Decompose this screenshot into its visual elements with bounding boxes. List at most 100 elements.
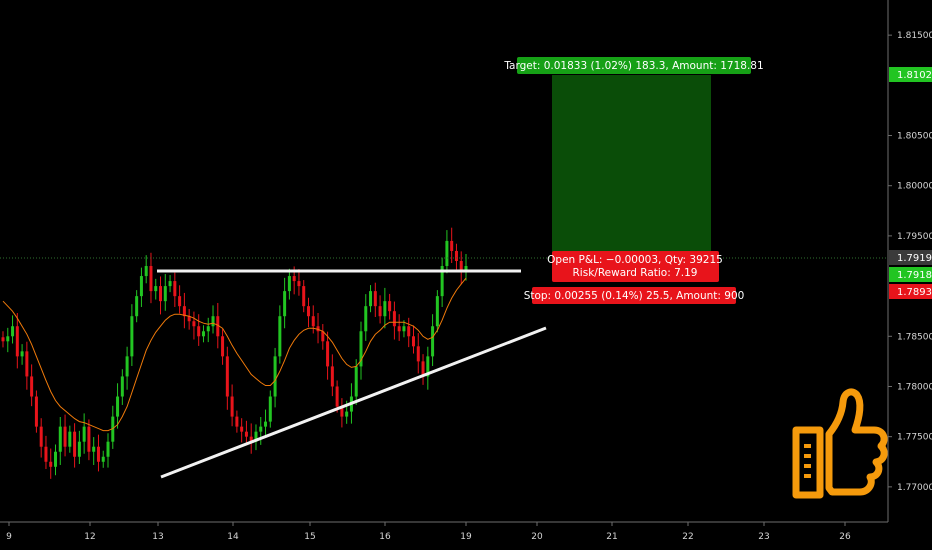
candle-body: [225, 356, 229, 397]
candle-body: [464, 266, 468, 272]
candle-body: [292, 276, 296, 282]
candle-body: [201, 331, 205, 337]
candle-body: [264, 421, 268, 427]
candle-body: [187, 316, 191, 322]
candle-body: [345, 411, 349, 417]
candle-body: [159, 286, 163, 302]
date-tick-label: 23: [758, 532, 769, 542]
risk-reward-text: Risk/Reward Ratio: 7.19: [573, 267, 698, 279]
candle-body: [63, 426, 67, 447]
candle-body: [125, 356, 129, 377]
candle-body: [211, 316, 215, 327]
candle-body: [130, 316, 134, 357]
candle-body: [144, 266, 148, 277]
candle-body: [278, 316, 282, 357]
date-tick-label: 20: [531, 532, 543, 542]
candle-body: [340, 406, 344, 417]
candle-body: [168, 281, 172, 287]
candle-body: [426, 356, 430, 377]
candle-body: [116, 396, 120, 417]
target-zone: [552, 75, 711, 258]
candle-body: [287, 276, 291, 292]
candle-body: [416, 346, 420, 362]
candle-body: [87, 426, 91, 452]
candle-body: [383, 301, 387, 317]
candle-body: [192, 321, 196, 327]
candle-body: [445, 240, 449, 267]
candle-body: [25, 351, 29, 377]
candle-body: [354, 366, 358, 397]
date-tick-label: 21: [606, 532, 617, 542]
candle-body: [244, 431, 248, 437]
candle-body: [206, 326, 210, 332]
date-tick-label: 9: [6, 532, 12, 542]
candle-body: [34, 396, 38, 427]
date-tick-label: 13: [152, 532, 163, 542]
price-tick-label: 1.80500: [897, 132, 932, 142]
price-marker-stop: 1.78937: [889, 284, 932, 299]
candle-body: [249, 436, 253, 442]
price-tick-label: 1.78500: [897, 332, 932, 342]
candle-body: [120, 376, 124, 397]
price-marker-last: 1.79192: [889, 250, 932, 265]
candle-body: [435, 296, 439, 327]
date-tick-label: 22: [682, 532, 693, 542]
target-label[interactable]: Target: 0.01833 (1.02%) 183.3, Amount: 1…: [503, 57, 764, 74]
candle-body: [6, 336, 10, 342]
pnl-text: Open P&L: −0.00003, Qty: 39215: [547, 254, 723, 266]
candle-body: [92, 446, 96, 452]
candle-body: [316, 326, 320, 332]
price-marker-stop-text: 1.78937: [897, 287, 932, 298]
candle-body: [450, 240, 454, 251]
candle-body: [297, 281, 301, 287]
candle-body: [154, 286, 158, 292]
candle-body: [197, 326, 201, 337]
candle-body: [321, 331, 325, 342]
stop-label[interactable]: Stop: 0.00255 (0.14%) 25.5, Amount: 900: [524, 287, 745, 304]
price-marker-target-text: 1.81025: [897, 70, 932, 81]
date-tick-label: 14: [227, 532, 239, 542]
candle-body: [178, 296, 182, 307]
candle-body: [397, 326, 401, 332]
candle-body: [216, 316, 220, 337]
price-tick-label: 1.77500: [897, 433, 932, 443]
candle-body: [259, 426, 263, 432]
candle-body: [54, 451, 58, 467]
candle-body: [273, 356, 277, 397]
candle-body: [240, 426, 244, 432]
date-ticks: 9 12 13 14 15 16 19 20 21 22 23 26: [6, 522, 851, 542]
candle-body: [373, 291, 377, 307]
candle-body: [407, 326, 411, 337]
pnl-box[interactable]: Open P&L: −0.00003, Qty: 39215 Risk/Rewa…: [547, 251, 723, 282]
price-tick-label: 1.80000: [897, 182, 932, 192]
candle-body: [335, 386, 339, 407]
candle-body: [163, 286, 167, 302]
candle-body: [364, 306, 368, 332]
price-marker-entry-text: 1.79189: [897, 270, 932, 281]
candle-body: [378, 306, 382, 317]
candle-body: [73, 431, 77, 457]
ema-line: [2, 277, 467, 432]
candle-body: [135, 296, 139, 317]
price-marker-entry: 1.79189: [889, 267, 932, 282]
candle-body: [230, 396, 234, 417]
price-tick-label: 1.81500: [897, 31, 932, 41]
candle-body: [306, 306, 310, 317]
date-tick-label: 12: [84, 532, 95, 542]
date-tick-label: 15: [304, 532, 315, 542]
candle-body: [330, 366, 334, 387]
candle-body: [283, 291, 287, 317]
candle-body: [431, 326, 435, 357]
candle-body: [39, 426, 43, 447]
price-tick-label: 1.79500: [897, 232, 932, 242]
support-trendline[interactable]: [160, 326, 547, 479]
candle-body: [139, 276, 143, 297]
candle-body: [388, 301, 392, 312]
candle-body: [440, 266, 444, 297]
candle-body: [311, 316, 315, 327]
candle-body: [1, 337, 5, 342]
candle-body: [411, 336, 415, 347]
candle-body: [182, 306, 186, 317]
candle-body: [77, 441, 81, 457]
